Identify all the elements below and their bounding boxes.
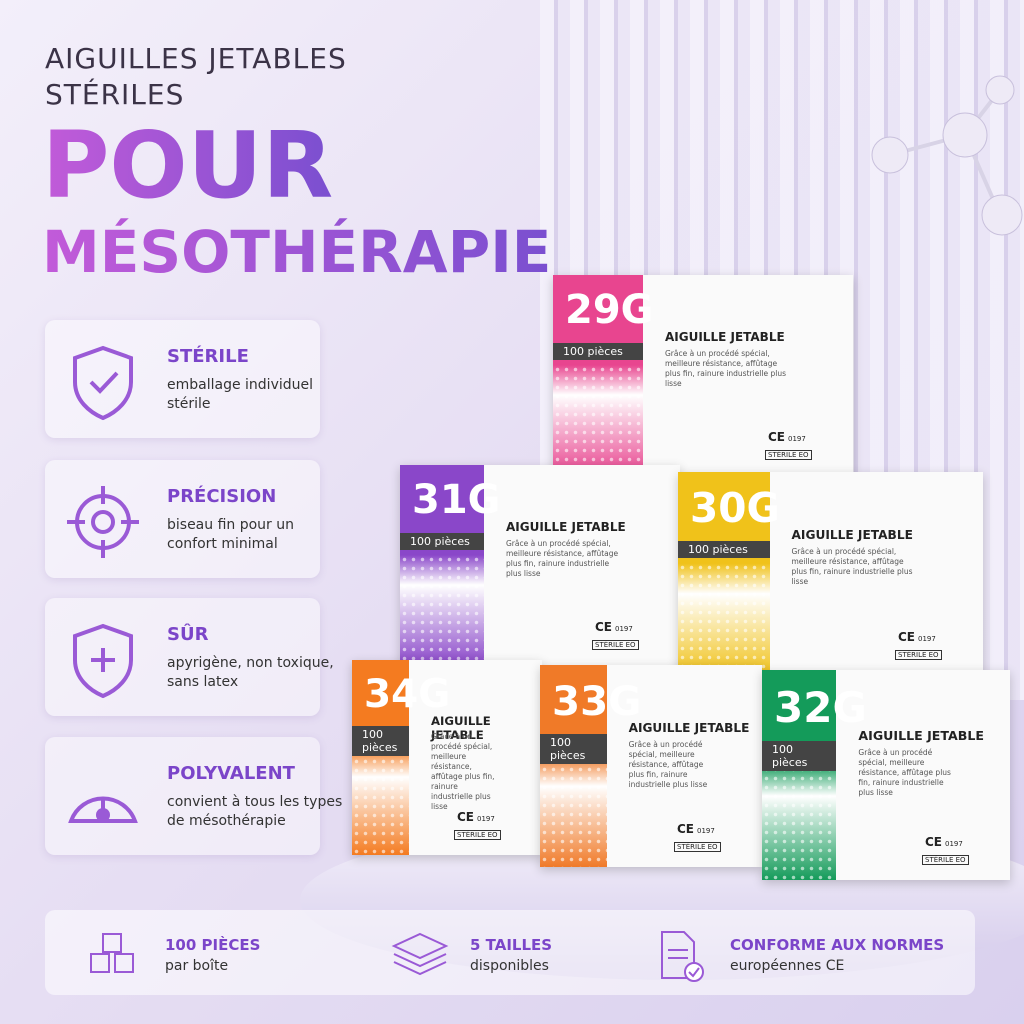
dot-pattern [678, 563, 770, 675]
product-box: 33G 100 pièces AIGUILLE JETABLE Grâce à un … [540, 665, 762, 867]
box-text: Grâce à un procédé spécial, meilleure ré… [791, 547, 913, 587]
target-icon [67, 486, 139, 558]
color-band: 34G 100 pièces [352, 660, 450, 855]
product-box: 34G 100 pièces AIGUILLE JETABLE Grâce à un … [352, 660, 542, 855]
piece-count: 100 pièces [762, 741, 837, 772]
document-icon [661, 931, 704, 982]
sterile-mark: STÉRILE EO [454, 830, 501, 840]
gauge: 32G [774, 682, 867, 732]
box-label: AIGUILLE JETABLE [506, 520, 626, 534]
footer-item: 5 TAILLES disponibles [390, 930, 552, 984]
feature-title: SÛR [167, 624, 209, 645]
dot-pattern [553, 365, 643, 475]
box-label: AIGUILLE JETABLE [431, 713, 491, 742]
sterile-mark: STÉRILE EO [895, 650, 942, 660]
footer-desc: disponibles [470, 958, 549, 974]
ce-code: 0197 [945, 840, 963, 848]
feature-title: PRÉCISION [167, 486, 277, 507]
piece-count: 100 pièces [678, 541, 770, 559]
ce-mark: CE [595, 620, 613, 634]
dot-pattern [400, 555, 484, 665]
feature-card: PRÉCISION biseau fin pour un confort min… [45, 460, 320, 578]
title: POUR [42, 112, 334, 219]
box-label: AIGUILLE JETABLE [628, 720, 750, 735]
piece-count: 100 pièces [400, 533, 484, 550]
shield-plus-icon [73, 623, 133, 699]
feature-desc: biseau fin pour un confort minimal [167, 517, 295, 552]
feature-title: STÉRILE [167, 346, 249, 367]
dot-pattern [352, 747, 409, 855]
gauge: 34G [364, 671, 451, 717]
footer-title: CONFORME AUX NORMES [730, 936, 945, 954]
feature-card: STÉRILE emballage individuel stérile [45, 320, 320, 438]
box-label: AIGUILLE JETABLE [665, 330, 785, 344]
color-band: 31G 100 pièces [400, 465, 501, 665]
box-text: Grâce à un procédé spécial, meilleure ré… [858, 747, 951, 797]
piece-count: 100 pièces [553, 343, 643, 360]
feature-card: SÛR apyrigène, non toxique, sans latex [45, 598, 334, 716]
color-band: 32G 100 pièces [762, 670, 867, 880]
ce-code: 0197 [477, 815, 495, 823]
ce-mark: CE [898, 630, 916, 644]
ce-mark: CE [768, 430, 786, 444]
product-box: 29G 100 pièces AIGUILLE JETABLE Grâce à un … [553, 275, 853, 475]
dot-pattern [762, 764, 837, 880]
piece-count: 100 pièces [352, 726, 409, 757]
ce-code: 0197 [615, 625, 633, 633]
layers-icon [391, 932, 449, 976]
product-box: 32G 100 pièces AIGUILLE JETABLE Grâce à un … [762, 670, 1010, 880]
subtitle: STÉRILES [45, 78, 185, 111]
feature-title: POLYVALENT [167, 763, 295, 784]
dot-pattern [540, 755, 607, 867]
box-label: AIGUILLE JETABLE [791, 527, 913, 542]
box-label: AIGUILLE JETABLE [858, 727, 984, 743]
gauge: 33G [552, 677, 642, 726]
sterile-mark: STÉRILE EO [592, 640, 639, 650]
box-text: Grâce à un procédé spécial, meilleure ré… [628, 739, 708, 789]
shield-icon [73, 345, 133, 421]
sterile-mark: STÉRILE EO [674, 842, 721, 852]
gauge: 29G [565, 287, 654, 333]
feature-card: POLYVALENT convient à tous les types de … [45, 737, 342, 855]
sterile-mark: STÉRILE EO [922, 855, 969, 865]
ce-code: 0197 [788, 435, 806, 443]
product-box: 30G 100 pièces AIGUILLE JETABLE Grâce à un … [678, 472, 983, 675]
footer-bar: 100 PIÈCES par boîte 5 TAILLES disponibl… [45, 910, 975, 995]
footer-item: 100 PIÈCES par boîte [85, 930, 260, 984]
footer-title: 5 TAILLES [470, 936, 553, 954]
piece-count: 100 pièces [540, 733, 607, 764]
cubes-icon [90, 933, 134, 973]
ce-code: 0197 [918, 635, 936, 643]
box-text: Grâce à un procédé spécial, meilleure ré… [665, 349, 786, 388]
ce-mark: CE [677, 822, 695, 836]
gauge: 30G [690, 484, 780, 533]
product-box: 31G 100 pièces AIGUILLE JETABLE Grâce à un … [400, 465, 680, 665]
feature-desc: emballage individuel stérile [167, 377, 314, 412]
footer-title: 100 PIÈCES [165, 936, 261, 954]
sterile-mark: STÉRILE EO [765, 450, 812, 460]
feature-desc: convient à tous les types de mésothérapi… [167, 794, 343, 829]
footer-desc: européennes CE [730, 958, 845, 974]
box-text: Grâce à un procédé spécial, meilleure ré… [506, 539, 619, 578]
ce-mark: CE [925, 835, 943, 849]
color-band: 33G 100 pièces [540, 665, 641, 867]
box-text: Grâce à un procédé spécial, meilleure ré… [431, 732, 495, 812]
ce-mark: CE [457, 810, 475, 824]
feature-desc: apyrigène, non toxique, sans latex [167, 655, 334, 690]
footer-desc: par boîte [165, 958, 229, 974]
ce-code: 0197 [697, 827, 715, 835]
molecule [871, 75, 1023, 236]
color-band: 30G 100 pièces [678, 472, 780, 675]
color-band: 29G 100 pièces [553, 275, 654, 475]
title: MÉSOTHÉRAPIE [42, 218, 552, 286]
footer-item: CONFORME AUX NORMES européennes CE [650, 930, 944, 988]
gauge: 31G [412, 477, 501, 523]
gauge-icon [68, 796, 138, 823]
subtitle: AIGUILLES JETABLES [45, 42, 347, 75]
